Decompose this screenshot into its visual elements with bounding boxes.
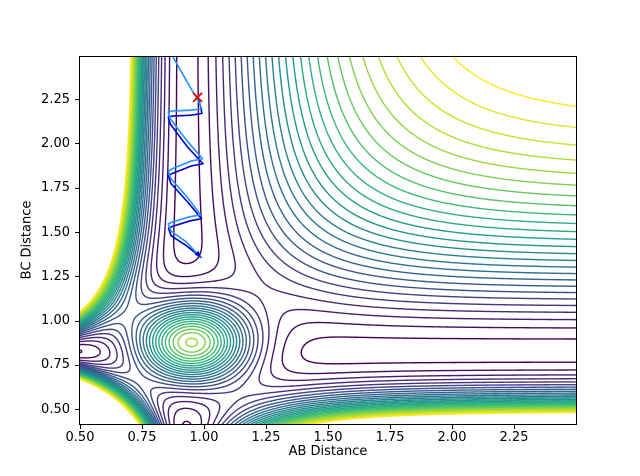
y-tick-mark xyxy=(75,232,79,234)
x-tick-mark xyxy=(79,425,81,429)
x-tick-mark xyxy=(141,425,143,429)
x-tick-label: 2.00 xyxy=(437,430,467,445)
y-tick-label: 1.00 xyxy=(41,313,70,329)
x-tick-label: 0.50 xyxy=(65,430,95,445)
y-tick-mark xyxy=(75,409,79,411)
x-tick-label: 0.75 xyxy=(127,430,157,445)
y-tick-label: 2.00 xyxy=(41,135,70,151)
x-tick-mark xyxy=(265,425,267,429)
x-tick-mark xyxy=(513,425,515,429)
x-tick-label: 1.75 xyxy=(375,430,405,445)
y-tick-mark xyxy=(75,143,79,145)
y-tick-mark xyxy=(75,99,79,101)
y-tick-label: 1.25 xyxy=(41,268,70,284)
x-tick-label: 1.00 xyxy=(189,430,219,445)
y-tick-label: 1.75 xyxy=(41,180,70,196)
y-axis-label: BC Distance xyxy=(19,200,35,280)
y-tick-label: 2.25 xyxy=(41,91,70,107)
x-tick-label: 1.50 xyxy=(313,430,343,445)
y-tick-label: 1.50 xyxy=(41,224,70,240)
x-axis-label: AB Distance xyxy=(288,444,368,459)
x-tick-mark xyxy=(203,425,205,429)
x-tick-label: 2.25 xyxy=(499,430,529,445)
x-tick-label: 1.25 xyxy=(251,430,281,445)
y-tick-mark xyxy=(75,364,79,366)
y-tick-label: 0.50 xyxy=(41,401,70,417)
plot-area xyxy=(79,56,577,425)
y-tick-mark xyxy=(75,320,79,322)
contour-plot-canvas xyxy=(80,57,576,424)
y-tick-label: 0.75 xyxy=(41,357,70,373)
y-tick-mark xyxy=(75,276,79,278)
x-tick-mark xyxy=(451,425,453,429)
y-tick-mark xyxy=(75,187,79,189)
x-tick-mark xyxy=(327,425,329,429)
x-tick-mark xyxy=(389,425,391,429)
